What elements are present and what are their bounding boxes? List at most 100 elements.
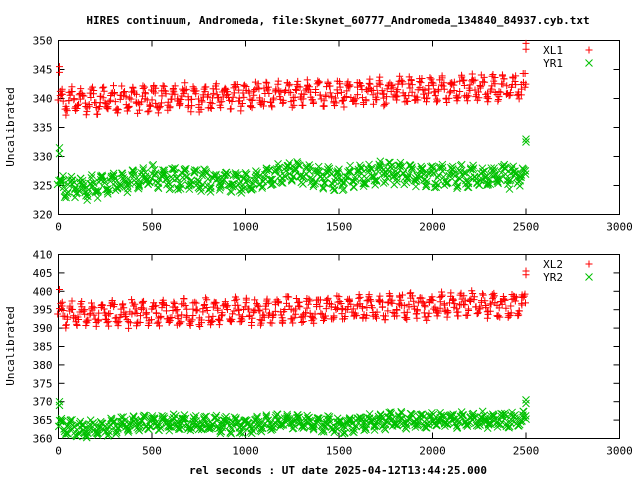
data-point: [347, 93, 355, 101]
data-point: [247, 319, 255, 327]
data-point: [58, 302, 66, 310]
data-point: [166, 104, 174, 112]
data-point: [497, 88, 505, 96]
data-point: [302, 309, 310, 317]
data-point: [135, 420, 144, 429]
data-point: [382, 312, 390, 320]
data-point: [356, 413, 365, 422]
legend-marker-yr2: [585, 273, 593, 281]
data-point: [115, 318, 123, 326]
data-point: [64, 429, 73, 438]
data-point: [346, 82, 354, 90]
y-tick-labels-bottom: 360 365 370 375 380 385 390 395 400 405 410: [33, 249, 53, 446]
data-point: [367, 297, 375, 305]
data-point: [376, 410, 385, 419]
data-point: [312, 166, 321, 175]
data-point: [187, 108, 195, 116]
data-point: [176, 100, 184, 108]
outlier-point: [522, 271, 530, 279]
legend-label-yr2: YR2: [543, 271, 563, 284]
data-point: [157, 313, 165, 321]
x-tick-label: 2000: [419, 221, 446, 234]
outlier-point: [522, 396, 530, 404]
data-point: [100, 305, 108, 313]
data-point: [328, 92, 336, 100]
series-yr2: [54, 396, 530, 442]
data-point: [437, 411, 446, 420]
data-point: [393, 421, 401, 430]
data-point: [374, 89, 382, 97]
x-tick-label: 1000: [232, 221, 259, 234]
data-point: [485, 418, 494, 426]
data-point: [185, 185, 194, 194]
data-point: [490, 171, 499, 179]
data-point: [181, 301, 189, 309]
data-point: [151, 89, 159, 97]
data-point: [456, 87, 464, 95]
data-point: [371, 421, 380, 430]
data-point: [54, 96, 62, 104]
data-point: [300, 90, 308, 98]
data-point: [429, 81, 437, 89]
data-point: [134, 99, 142, 107]
data-point: [485, 175, 494, 183]
data-point: [147, 316, 155, 324]
data-point: [181, 86, 189, 94]
data-point: [148, 96, 156, 104]
data-point: [272, 165, 281, 173]
data-point: [104, 430, 113, 439]
data-point: [316, 296, 324, 304]
data-point: [325, 415, 334, 424]
data-point: [201, 88, 209, 96]
data-point: [60, 193, 69, 202]
data-point: [478, 290, 486, 298]
data-point: [365, 291, 373, 299]
data-point: [487, 85, 495, 93]
data-point: [290, 101, 298, 109]
data-point: [488, 72, 496, 80]
data-point: [112, 430, 120, 438]
data-point: [220, 86, 228, 94]
data-point: [159, 296, 167, 304]
data-point: [387, 298, 395, 306]
data-point: [203, 296, 211, 304]
data-point: [417, 79, 425, 87]
data-point: [311, 179, 319, 188]
data-point: [404, 97, 412, 105]
y-tick-label: 380: [33, 359, 53, 372]
data-point: [338, 421, 347, 430]
data-marks-top: [53, 39, 530, 205]
data-point: [294, 413, 303, 422]
data-point: [371, 312, 379, 320]
data-point: [326, 82, 334, 90]
data-point: [339, 185, 348, 194]
data-point: [110, 82, 118, 90]
data-point: [256, 307, 264, 315]
data-point: [169, 86, 177, 94]
outlier-point: [522, 39, 530, 47]
data-point: [188, 95, 196, 103]
data-point: [109, 417, 118, 426]
data-point: [71, 184, 79, 193]
data-point: [387, 164, 396, 173]
data-point: [274, 77, 282, 85]
data-point: [238, 316, 246, 324]
data-point: [269, 96, 277, 104]
data-point: [440, 300, 448, 308]
data-point: [389, 84, 397, 92]
data-point: [94, 186, 103, 195]
data-point: [118, 171, 127, 180]
data-point: [386, 292, 394, 300]
data-point: [481, 166, 489, 175]
data-point: [303, 304, 311, 312]
data-point: [393, 92, 401, 100]
data-point: [137, 312, 145, 320]
data-point: [218, 98, 226, 106]
data-point: [357, 163, 365, 172]
data-point: [507, 302, 515, 310]
data-point: [177, 181, 186, 189]
data-point: [320, 97, 328, 105]
data-point: [421, 301, 429, 309]
series-xl1: [54, 39, 530, 119]
data-point: [104, 103, 112, 111]
